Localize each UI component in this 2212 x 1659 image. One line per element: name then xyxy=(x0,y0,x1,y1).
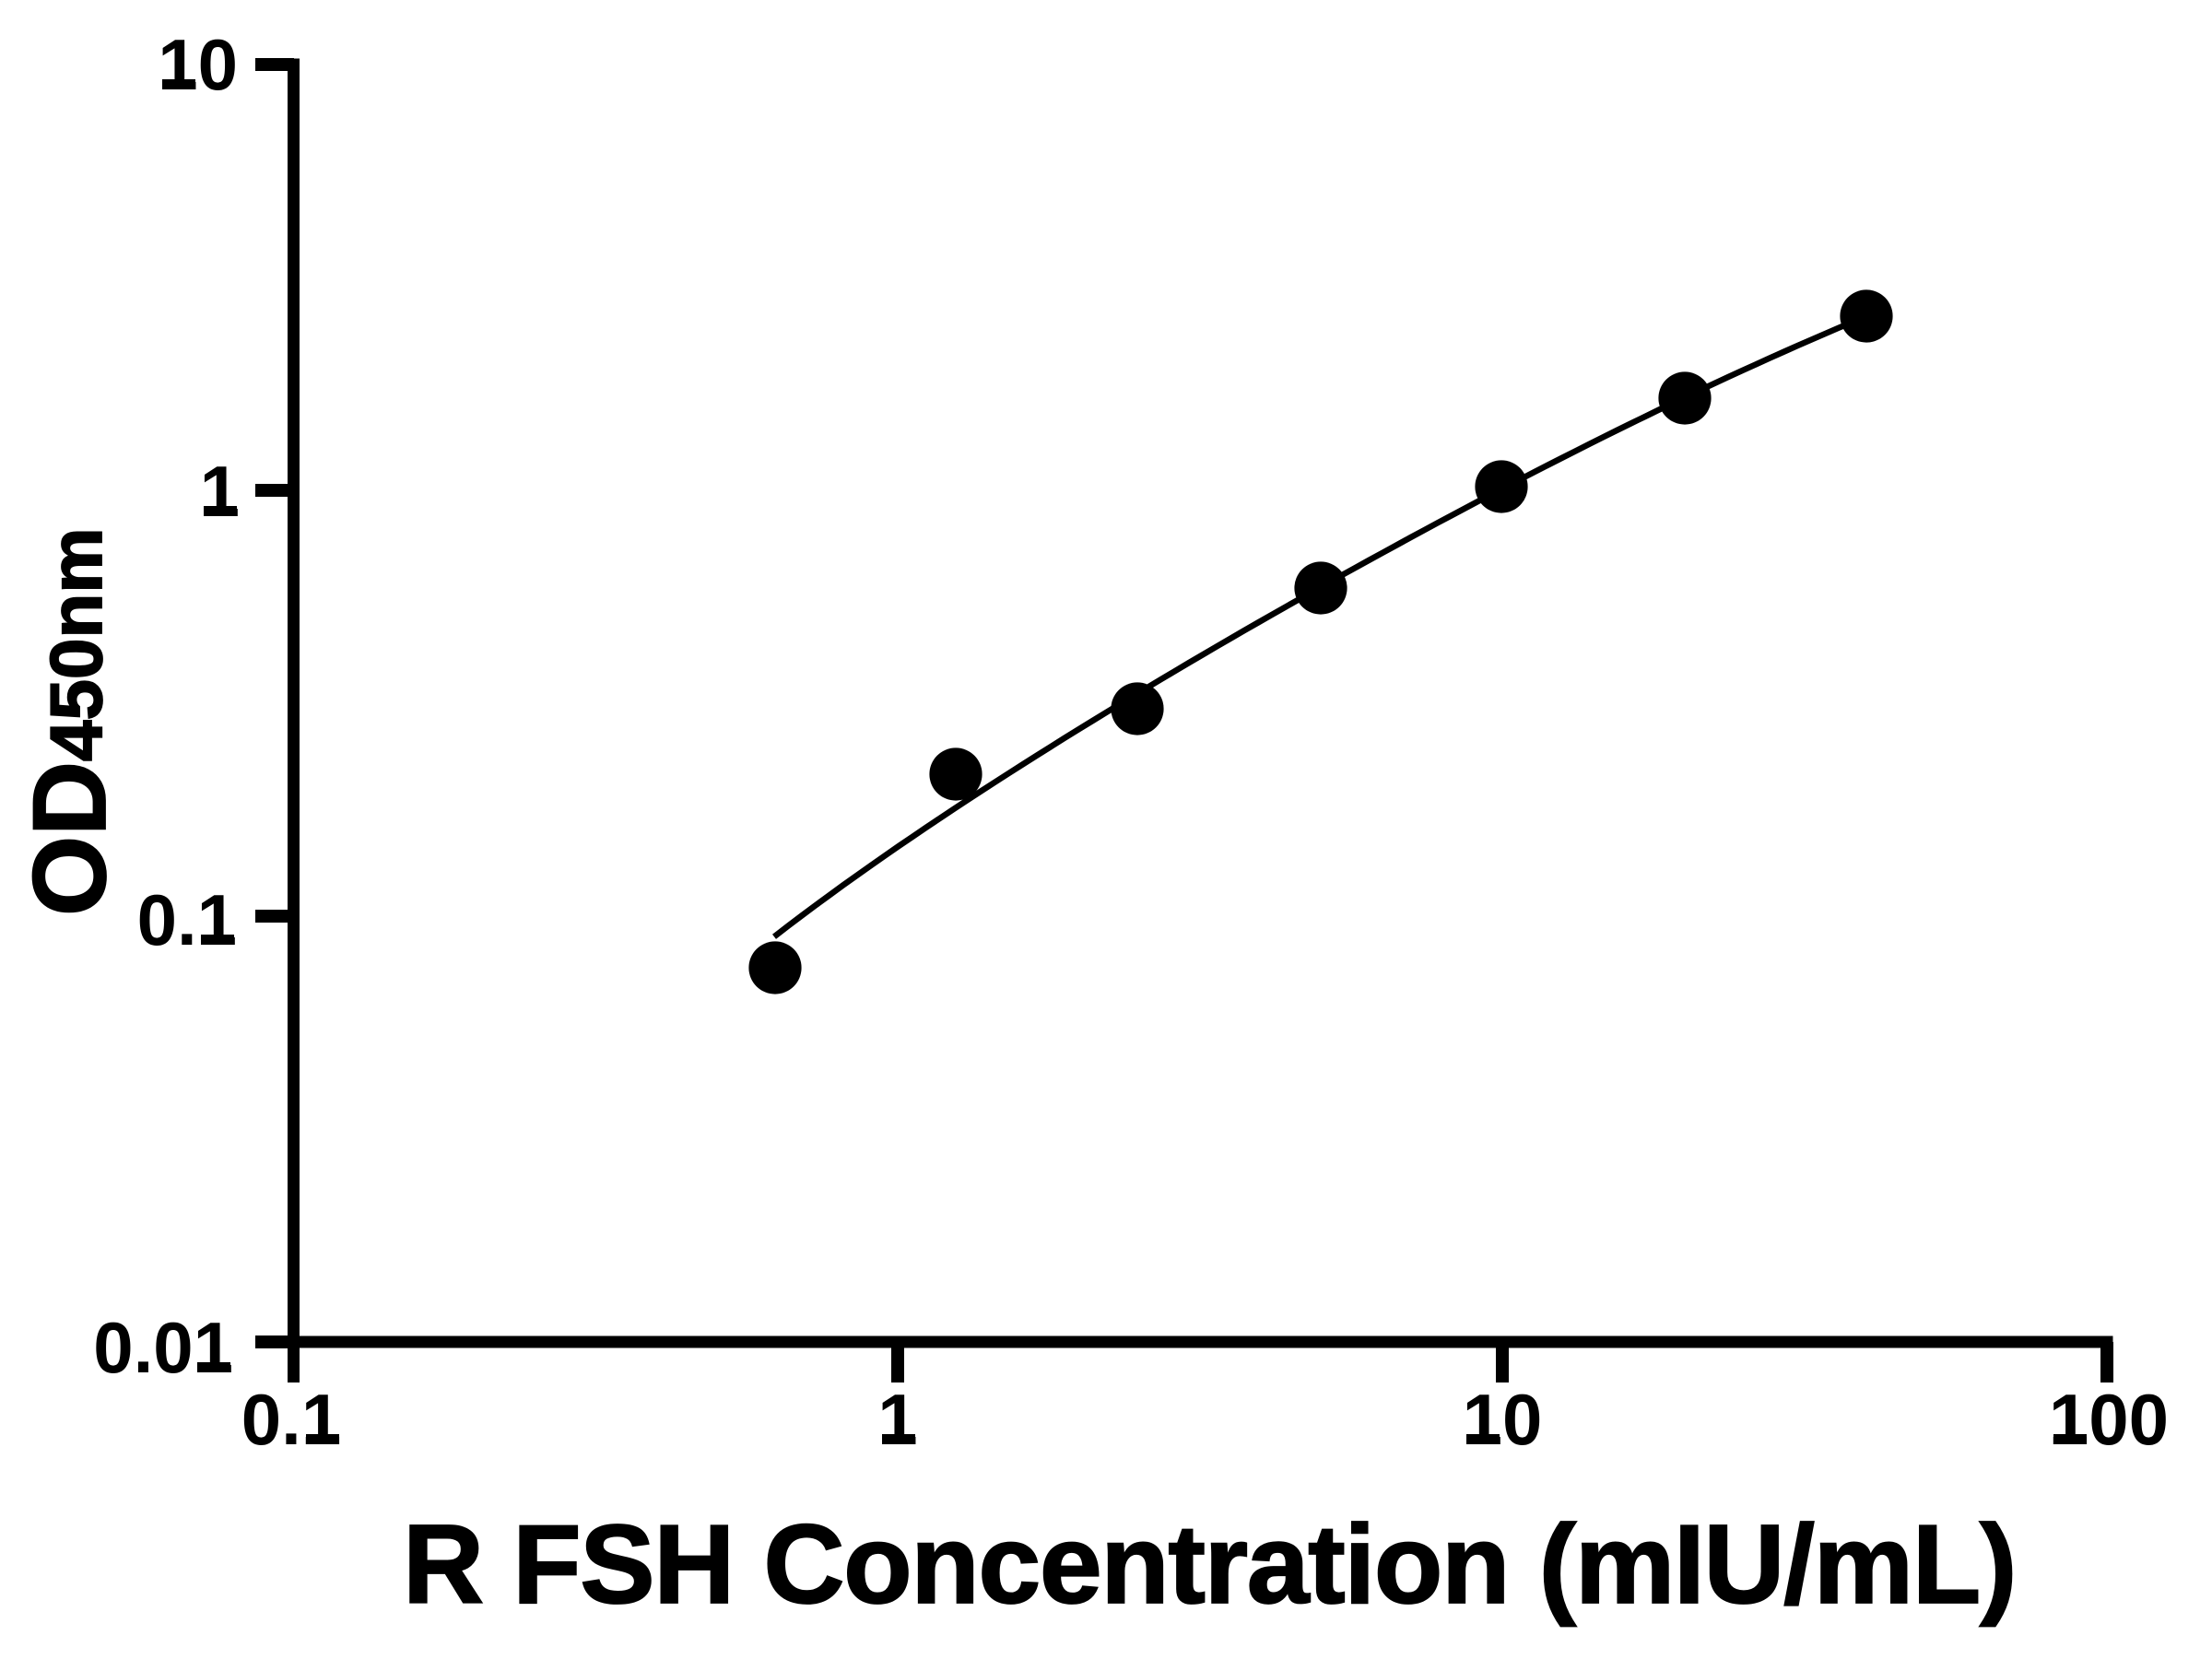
svg-text:R FSH Concentration (mIU/mL): R FSH Concentration (mIU/mL) xyxy=(403,1501,2016,1627)
svg-text:1: 1 xyxy=(200,451,240,532)
svg-text:1: 1 xyxy=(877,1379,917,1460)
svg-text:10: 10 xyxy=(1463,1379,1543,1460)
svg-text:OD450nm: OD450nm xyxy=(12,528,127,916)
svg-text:100: 100 xyxy=(2049,1379,2169,1460)
svg-text:10: 10 xyxy=(158,24,238,105)
svg-text:0.1: 0.1 xyxy=(241,1379,341,1460)
svg-text:0.1: 0.1 xyxy=(137,879,237,960)
svg-text:0.01: 0.01 xyxy=(93,1307,233,1388)
